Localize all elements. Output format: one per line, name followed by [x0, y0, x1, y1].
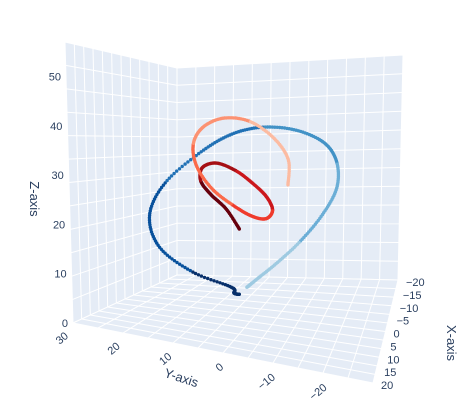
- z-tick-label: 30: [52, 170, 64, 182]
- trajectory-point: [159, 185, 164, 190]
- grid-line: [168, 278, 396, 290]
- z-tick-label: 40: [50, 121, 62, 133]
- trajectory-point: [212, 279, 216, 283]
- trajectory-point: [199, 150, 203, 154]
- trajectory-point: [189, 158, 193, 162]
- trajectory-point: [202, 275, 207, 280]
- trajectory-point: [223, 283, 228, 287]
- z-tick-label: 10: [54, 269, 66, 281]
- trajectory-point: [193, 271, 198, 276]
- trajectory-point: [167, 255, 172, 259]
- trajectory-point: [165, 178, 169, 183]
- trajectory-point: [218, 281, 222, 285]
- trajectory-point: [170, 257, 174, 261]
- trajectory-point: [286, 183, 290, 187]
- trajectory-point: [172, 259, 177, 263]
- trajectory-point: [165, 253, 169, 257]
- x-tick-label: 15: [384, 367, 396, 379]
- grid-line: [176, 148, 401, 155]
- x-tick-label: −5: [397, 316, 410, 328]
- trajectory-point: [183, 162, 187, 166]
- trajectory-point: [245, 285, 249, 289]
- grid-line: [67, 135, 178, 138]
- trajectory-point: [206, 276, 210, 281]
- trajectory-point: [186, 160, 190, 164]
- trajectory-point: [268, 125, 272, 129]
- trajectory-point: [188, 268, 192, 273]
- trajectory-point: [265, 125, 270, 129]
- trajectory-point: [209, 278, 213, 282]
- trajectory-point: [199, 274, 204, 278]
- grid-line: [176, 185, 401, 190]
- grid-line: [70, 222, 178, 254]
- trajectory-point: [180, 264, 184, 268]
- x-tick-label: 20: [381, 380, 393, 392]
- trajectory-point: [270, 125, 275, 129]
- grid-line: [70, 205, 178, 230]
- trajectory-point: [280, 126, 284, 130]
- grid-line: [176, 129, 402, 138]
- trajectory-point: [191, 270, 195, 274]
- trajectory-point: [215, 280, 219, 284]
- x-axis-title: X-axis: [444, 325, 459, 362]
- y-tick-label: 20: [106, 340, 123, 357]
- trajectory-point: [197, 151, 201, 156]
- z-tick-label: 20: [53, 219, 65, 231]
- z-tick-label: 0: [62, 318, 68, 330]
- x-tick-label: 0: [394, 329, 400, 341]
- x-tick-label: −15: [403, 290, 422, 302]
- trajectory-point: [221, 282, 225, 286]
- y-tick-label: 0: [214, 361, 226, 374]
- grid-line: [68, 171, 178, 183]
- grid-lines: [65, 44, 403, 379]
- trajectory-point: [163, 181, 167, 185]
- trajectory-point: [172, 171, 176, 176]
- trajectory-point: [161, 183, 166, 187]
- trajectory-point: [183, 265, 187, 270]
- z-axis-ticks: 0 10 20 30 40 50: [49, 72, 68, 330]
- y-tick-label: −20: [308, 382, 330, 403]
- grid-line: [176, 257, 399, 262]
- grid-line: [66, 111, 178, 121]
- trajectory-point: [177, 167, 182, 171]
- blue-trajectory[interactable]: [147, 125, 341, 296]
- trajectory-point: [196, 273, 201, 277]
- grid-line: [176, 204, 400, 207]
- red-trajectory[interactable]: [191, 116, 291, 231]
- trajectory-point: [175, 260, 179, 265]
- x-tick-label: −20: [406, 277, 425, 289]
- y-tick-label: 30: [54, 330, 71, 347]
- trajectory-point: [169, 174, 174, 178]
- trajectory-point: [167, 176, 171, 180]
- x-tick-label: −10: [400, 303, 419, 315]
- grid-line: [176, 222, 400, 225]
- trajectory-point: [275, 125, 279, 129]
- grid-line: [68, 153, 178, 160]
- trajectory-point: [180, 164, 184, 169]
- x-tick-label: 5: [390, 341, 396, 353]
- grid-line: [347, 279, 381, 379]
- y-axis-title: Y-axis: [162, 365, 200, 390]
- z-tick-label: 50: [49, 72, 61, 84]
- grid-line: [322, 278, 362, 374]
- grid-line: [65, 64, 178, 86]
- x-tick-label: 10: [387, 354, 399, 366]
- y-tick-label: 10: [157, 351, 174, 368]
- trajectory-point: [178, 262, 182, 266]
- trajectory-point: [273, 125, 277, 129]
- grid-line: [176, 92, 403, 103]
- grid-line: [66, 88, 178, 103]
- y-tick-label: −10: [256, 371, 278, 392]
- grid-line: [176, 73, 403, 86]
- trajectory-point: [175, 169, 179, 173]
- grid-line: [72, 257, 178, 301]
- grid-line: [176, 240, 399, 243]
- trajectory-point: [185, 267, 190, 271]
- trajectory-point: [147, 220, 152, 225]
- grid-line: [176, 110, 402, 121]
- z-axis-title: Z-axis: [27, 181, 42, 217]
